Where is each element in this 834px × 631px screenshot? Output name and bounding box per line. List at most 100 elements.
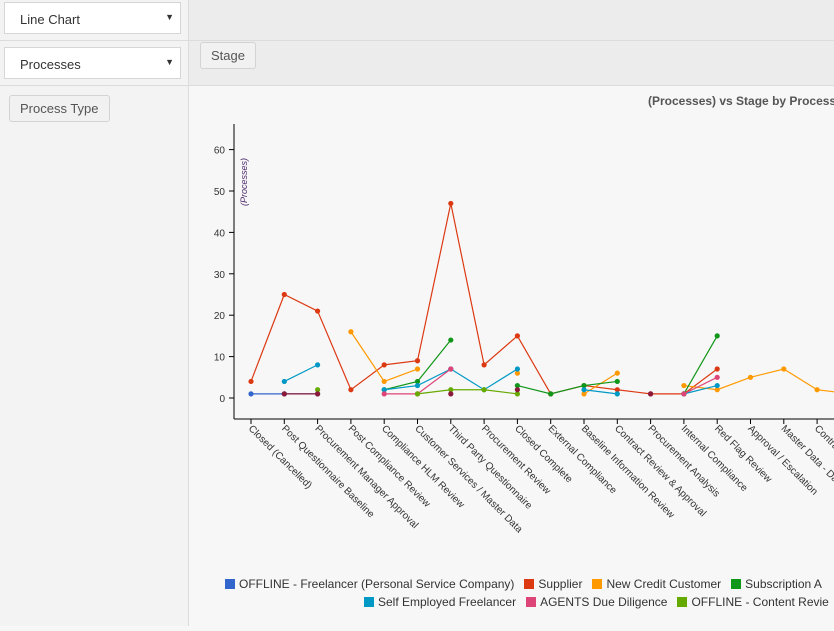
data-point-4 [315,362,321,368]
legend-label: Self Employed Freelancer [378,595,517,609]
data-point-4 [281,378,287,385]
x-tick-label: Closed Complete [512,423,574,485]
data-point-4 [514,366,520,372]
chevron-down-icon: ▼ [165,12,174,22]
series-line-4 [683,384,718,395]
data-point-4 [581,387,587,393]
row-field-pill[interactable]: Process Type [9,95,110,122]
series-line-3 [517,380,618,395]
x-tick-label: Red Flag Review [712,423,774,485]
chart-type-value: Line Chart [20,12,80,27]
data-point-3 [514,382,520,389]
legend-swatch [592,579,603,589]
legend-row-2: Self Employed Freelancer AGENTS Due Dilig… [364,595,834,609]
data-point-1 [348,387,354,393]
series-line-4 [384,368,518,391]
data-point-6 [481,387,487,393]
y-tick-label: 20 [214,311,226,322]
data-point-4 [381,387,387,393]
data-point-2 [681,382,687,389]
measure-value: Processes [20,57,81,72]
legend-label: OFFLINE - Content Revie [691,595,829,609]
data-point-1 [315,308,321,314]
data-point-1 [281,291,287,298]
legend-label: Subscription A [745,577,822,591]
data-point-3 [581,382,587,389]
data-point-2 [747,374,754,380]
data-point-2 [814,387,820,393]
legend-entry[interactable]: Subscription A [731,577,822,591]
data-point-1 [514,333,520,339]
data-point-4 [714,382,720,389]
series-line-2 [683,368,834,393]
legend-entry[interactable]: OFFLINE - Freelancer (Personal Service C… [225,577,514,591]
sidebar: Line Chart ▼ Processes ▼ Process Type [0,0,189,626]
divider [0,85,188,86]
data-point-2 [714,387,720,393]
data-point-5 [448,366,454,372]
y-tick-label: 0 [219,394,225,405]
legend-label: Supplier [538,577,583,591]
series-line-2 [350,331,418,383]
data-point-2 [414,366,421,372]
data-point-6 [315,387,321,393]
y-tick-label: 50 [214,187,226,198]
y-tick-label: 30 [214,270,226,281]
measure-select[interactable]: Processes ▼ [4,47,181,79]
series-line-4 [583,389,618,395]
data-point-6 [514,391,520,397]
data-point-7 [448,391,454,397]
legend-label: New Credit Customer [606,577,722,591]
data-point-2 [781,366,787,372]
data-point-5 [681,391,687,397]
legend-row-1: OFFLINE - Freelancer (Personal Service C… [225,577,832,591]
legend-entry[interactable]: Self Employed Freelancer [364,595,516,609]
data-point-1 [448,200,454,207]
legend-swatch [526,597,537,607]
legend-swatch [524,579,535,589]
legend-entry[interactable]: Supplier [524,577,582,591]
series-line-6 [417,389,518,395]
data-point-4 [414,382,421,389]
data-point-1 [381,362,387,368]
chart-area: (Processes) vs Stage by Process Type 0 10 2… [189,86,834,626]
y-tick-label: 40 [214,228,226,239]
column-field-pill[interactable]: Stage [200,42,256,69]
line-chart: (Processes) vs Stage by Process Type 0 10 2… [214,94,834,536]
data-point-7 [281,391,287,397]
chevron-down-icon: ▼ [165,57,174,67]
divider [0,40,188,41]
data-point-2 [614,370,620,376]
data-point-1 [248,378,254,385]
series-line-3 [683,335,718,395]
data-point-5 [714,374,720,380]
data-point-2 [514,370,520,376]
chart-title: (Processes) vs Stage by Process Type [648,94,834,108]
data-point-3 [414,378,421,385]
y-tick-label: 10 [214,353,226,364]
data-point-7 [315,391,321,397]
data-point-2 [381,378,387,385]
legend-swatch [225,579,235,589]
legend-entry[interactable]: AGENTS Due Diligence [526,595,667,609]
data-point-2 [581,391,587,397]
data-point-3 [448,337,454,343]
data-point-1 [414,358,421,364]
data-point-3 [614,378,620,385]
chart-type-select[interactable]: Line Chart ▼ [4,2,181,34]
data-point-7 [514,387,520,393]
series-line-4 [284,364,318,382]
legend-swatch [364,597,374,607]
legend-entry[interactable]: OFFLINE - Content Revie [677,595,829,609]
legend-entry[interactable]: New Credit Customer [592,577,721,591]
series-line-5 [683,376,718,395]
data-point-7 [648,391,654,397]
filter-drop-zone [189,0,834,41]
data-point-3 [548,391,554,397]
y-axis-label: (Processes) [239,158,249,206]
y-tick-label: 60 [214,146,226,157]
data-point-3 [714,333,720,339]
legend-label: OFFLINE - Freelancer (Personal Service C… [239,577,515,591]
data-point-6 [448,387,454,393]
legend-swatch [731,579,742,589]
